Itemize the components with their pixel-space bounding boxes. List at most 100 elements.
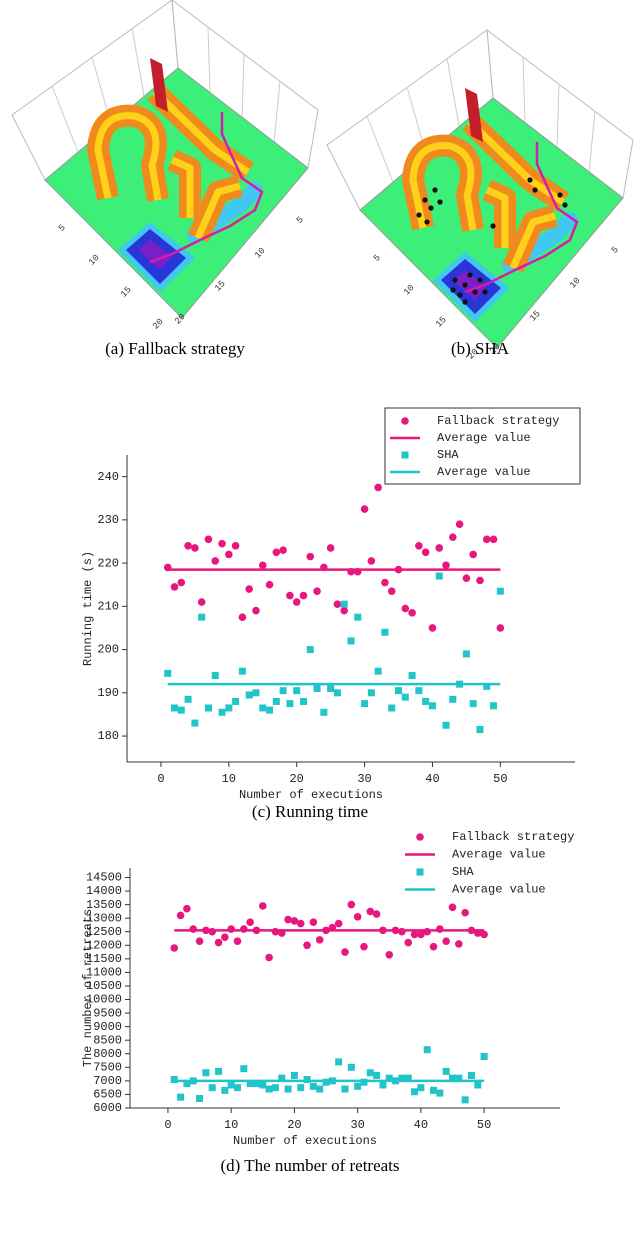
point bbox=[177, 578, 186, 587]
chart-caption: (d) The number of retreats bbox=[220, 1156, 399, 1175]
y-tick-label: 10500 bbox=[86, 979, 122, 993]
point bbox=[411, 1088, 419, 1096]
point bbox=[401, 604, 410, 613]
wall-top bbox=[409, 142, 477, 231]
wire bbox=[446, 57, 460, 127]
point bbox=[246, 918, 254, 927]
point bbox=[455, 940, 463, 948]
point bbox=[292, 598, 301, 606]
x-tick-label: 10 bbox=[224, 1118, 238, 1132]
point bbox=[490, 702, 498, 710]
point bbox=[240, 1065, 248, 1073]
point bbox=[278, 1074, 286, 1082]
point bbox=[347, 637, 355, 645]
pit-core bbox=[453, 270, 487, 300]
axis-tick-label: 15 bbox=[213, 279, 228, 294]
obstacle-point bbox=[437, 199, 443, 205]
point bbox=[467, 1071, 475, 1079]
point bbox=[385, 950, 394, 959]
panel-caption: (a) Fallback strategy bbox=[105, 339, 245, 358]
point bbox=[430, 1086, 438, 1094]
obstacle-point bbox=[557, 192, 563, 198]
point bbox=[395, 687, 403, 695]
point bbox=[227, 1081, 235, 1089]
point bbox=[398, 1074, 406, 1082]
point bbox=[422, 697, 430, 705]
axis-tick-label: 15 bbox=[434, 315, 449, 330]
axis-tick-label: 5 bbox=[372, 253, 383, 264]
point bbox=[327, 684, 335, 692]
point bbox=[476, 576, 484, 585]
point bbox=[410, 930, 419, 939]
point bbox=[429, 942, 438, 951]
point bbox=[215, 1067, 223, 1075]
x-tick-label: 10 bbox=[222, 772, 236, 786]
point bbox=[461, 908, 469, 917]
axis-tick-label: 20 bbox=[151, 317, 166, 332]
axis-tick-label: 5 bbox=[57, 223, 68, 234]
point bbox=[417, 930, 425, 939]
point bbox=[367, 557, 376, 565]
legend-label: Average value bbox=[452, 883, 546, 897]
point bbox=[347, 1063, 355, 1071]
point bbox=[423, 927, 432, 936]
point bbox=[360, 942, 368, 951]
point bbox=[296, 919, 305, 928]
point bbox=[265, 1085, 273, 1093]
y-tick-label: 8000 bbox=[93, 1047, 122, 1061]
point bbox=[290, 1071, 298, 1079]
legend-label: SHA bbox=[452, 865, 474, 879]
point bbox=[385, 1074, 393, 1082]
point bbox=[372, 910, 381, 918]
x-tick-label: 50 bbox=[493, 772, 507, 786]
point bbox=[374, 483, 382, 492]
point bbox=[272, 548, 281, 557]
point bbox=[303, 1076, 311, 1084]
legend-marker bbox=[416, 868, 424, 876]
y-tick-label: 9000 bbox=[93, 1020, 122, 1034]
point bbox=[208, 1084, 216, 1092]
point bbox=[461, 1096, 469, 1104]
y-tick-label: 11500 bbox=[86, 952, 122, 966]
point bbox=[246, 1080, 254, 1088]
point bbox=[265, 580, 274, 589]
point bbox=[449, 1074, 456, 1082]
point bbox=[313, 587, 321, 596]
point bbox=[259, 1081, 267, 1089]
point bbox=[303, 941, 311, 950]
point bbox=[252, 689, 260, 697]
point bbox=[309, 918, 318, 927]
point bbox=[421, 548, 430, 557]
y-tick-label: 13500 bbox=[86, 898, 122, 912]
point bbox=[333, 689, 341, 697]
point bbox=[404, 938, 413, 947]
point bbox=[360, 1078, 368, 1086]
point bbox=[258, 561, 267, 570]
point bbox=[272, 697, 280, 705]
point bbox=[299, 591, 308, 600]
point bbox=[177, 1093, 185, 1101]
point bbox=[279, 687, 287, 695]
obstacle-point bbox=[450, 287, 456, 293]
point bbox=[482, 535, 491, 544]
point bbox=[183, 904, 191, 913]
point bbox=[387, 587, 396, 596]
point bbox=[326, 544, 335, 552]
x-tick-label: 0 bbox=[157, 772, 164, 786]
y-tick-label: 190 bbox=[97, 686, 119, 700]
point bbox=[423, 1046, 431, 1054]
point bbox=[408, 672, 416, 680]
point bbox=[476, 726, 484, 734]
point bbox=[455, 1074, 463, 1082]
point bbox=[204, 535, 213, 544]
wall-top bbox=[509, 212, 556, 270]
point bbox=[218, 539, 226, 548]
point bbox=[442, 561, 450, 570]
point bbox=[271, 1084, 279, 1092]
point bbox=[354, 1082, 362, 1090]
point bbox=[259, 704, 267, 712]
obstacle-point bbox=[416, 212, 422, 218]
legend-label: Average value bbox=[437, 431, 531, 445]
point bbox=[462, 574, 471, 583]
